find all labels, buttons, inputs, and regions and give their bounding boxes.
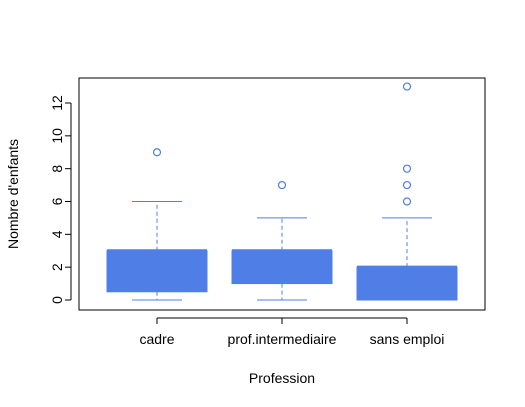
box-group: [356, 82, 458, 301]
y-tick-label: 6: [49, 197, 65, 205]
outlier-point: [277, 180, 287, 190]
y-tick-label: 0: [49, 296, 65, 304]
box-iqr: [356, 266, 458, 301]
y-tick-label: 10: [49, 128, 65, 144]
boxes-layer: [106, 82, 458, 301]
box-group: [106, 148, 208, 301]
y-tick-label: 8: [49, 165, 65, 173]
y-tick-label: 2: [49, 263, 65, 271]
outlier-point: [402, 164, 412, 173]
box-iqr: [231, 250, 333, 285]
y-tick-label: 12: [49, 95, 65, 111]
x-tick-label: prof.intermediaire: [228, 331, 337, 347]
x-axis-title: Profession: [249, 370, 315, 386]
x-tick-label: sans emploi: [370, 331, 445, 347]
y-axis: 0 2 4 6 8 10 12: [49, 95, 72, 304]
outlier-point: [402, 180, 412, 190]
plot-frame: [78, 77, 486, 311]
outlier-point: [152, 148, 162, 157]
y-tick-label: 4: [49, 230, 65, 238]
outlier-point: [402, 82, 412, 91]
x-tick-label: cadre: [139, 331, 174, 347]
box-group: [231, 180, 333, 301]
x-axis: cadre prof.intermediaire sans emploi: [139, 317, 445, 347]
y-axis-title: Nombre d'enfants: [5, 139, 21, 249]
outlier-point: [402, 197, 412, 206]
box-iqr: [106, 250, 208, 293]
